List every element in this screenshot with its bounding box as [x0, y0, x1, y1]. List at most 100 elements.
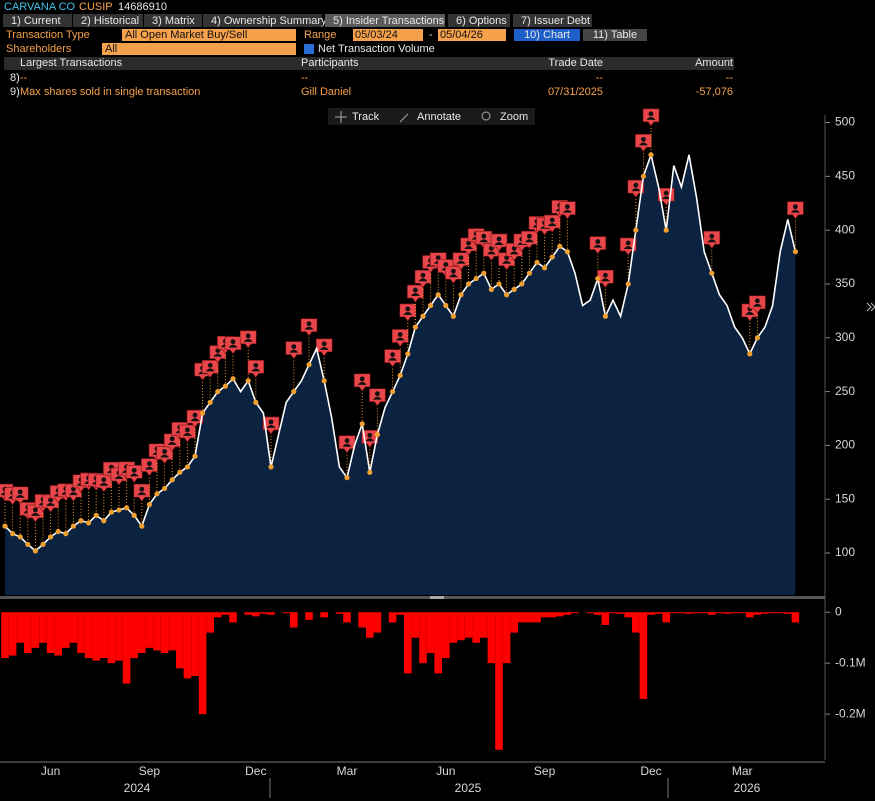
marker-glyph[interactable]: [251, 368, 261, 372]
tab-label[interactable]: 2) Historical: [81, 15, 139, 27]
insider-marker[interactable]: [407, 284, 424, 303]
insider-marker[interactable]: [635, 134, 652, 152]
marker-glyph[interactable]: [207, 362, 213, 368]
insider-marker[interactable]: [589, 236, 607, 255]
marker-glyph[interactable]: [435, 255, 441, 261]
marker-glyph[interactable]: [524, 239, 534, 243]
marker-glyph[interactable]: [600, 278, 610, 282]
insider-marker[interactable]: [179, 424, 196, 443]
marker-glyph[interactable]: [565, 204, 570, 210]
marker-glyph[interactable]: [661, 196, 671, 200]
checkbox[interactable]: [304, 44, 314, 54]
marker-glyph[interactable]: [344, 438, 350, 444]
marker-glyph[interactable]: [479, 239, 489, 243]
marker-glyph[interactable]: [205, 368, 215, 372]
marker-glyph[interactable]: [595, 239, 601, 244]
marker-glyph[interactable]: [114, 475, 124, 479]
tab-label[interactable]: 3) Matrix: [152, 15, 195, 27]
tab[interactable]: [203, 14, 322, 27]
marker-glyph[interactable]: [253, 362, 259, 368]
marker-glyph[interactable]: [304, 326, 314, 330]
marker-glyph[interactable]: [46, 502, 56, 506]
insider-marker[interactable]: [285, 341, 303, 360]
marker-glyph[interactable]: [502, 260, 512, 264]
marker-glyph[interactable]: [663, 190, 669, 196]
insider-marker[interactable]: [452, 252, 470, 271]
insider-marker[interactable]: [627, 179, 645, 198]
insider-marker[interactable]: [209, 345, 227, 364]
marker-glyph[interactable]: [182, 432, 192, 436]
marker-glyph[interactable]: [603, 272, 608, 278]
date-value[interactable]: 05/03/24: [355, 29, 398, 41]
insider-marker[interactable]: [414, 269, 432, 288]
marker-glyph[interactable]: [289, 349, 299, 353]
marker-glyph[interactable]: [245, 333, 251, 339]
marker-glyph[interactable]: [641, 136, 646, 142]
marker-glyph[interactable]: [230, 339, 236, 345]
insider-marker[interactable]: [300, 318, 318, 337]
marker-glyph[interactable]: [33, 507, 38, 513]
dropdown-value[interactable]: All: [105, 43, 117, 55]
collapse-icon[interactable]: [866, 302, 875, 312]
marker-glyph[interactable]: [390, 352, 395, 357]
marker-glyph[interactable]: [395, 337, 405, 341]
marker-glyph[interactable]: [17, 489, 23, 495]
marker-glyph[interactable]: [137, 492, 147, 496]
marker-glyph[interactable]: [494, 241, 504, 245]
tab[interactable]: [73, 14, 143, 27]
button-label[interactable]: 11) Table: [593, 29, 637, 41]
insider-marker[interactable]: [703, 230, 721, 249]
insider-marker[interactable]: [186, 409, 204, 428]
insider-marker[interactable]: [749, 295, 766, 314]
marker-glyph[interactable]: [451, 268, 456, 274]
button[interactable]: [514, 29, 580, 41]
marker-glyph[interactable]: [162, 449, 167, 454]
marker-glyph[interactable]: [68, 492, 78, 496]
marker-glyph[interactable]: [185, 427, 190, 433]
marker-glyph[interactable]: [547, 223, 557, 227]
dropdown-value[interactable]: All Open Market Buy/Sell: [125, 29, 247, 41]
date-field[interactable]: [353, 29, 423, 41]
marker-glyph[interactable]: [192, 412, 198, 418]
insider-marker[interactable]: [384, 349, 401, 368]
marker-glyph[interactable]: [593, 244, 603, 248]
marker-glyph[interactable]: [321, 341, 327, 347]
marker-glyph[interactable]: [790, 209, 800, 213]
insider-marker[interactable]: [247, 360, 265, 378]
marker-glyph[interactable]: [147, 461, 152, 466]
marker-glyph[interactable]: [15, 494, 25, 498]
insider-marker[interactable]: [315, 338, 333, 357]
marker-glyph[interactable]: [268, 419, 274, 425]
marker-glyph[interactable]: [367, 432, 373, 438]
toolbar-button[interactable]: Annotate: [417, 111, 461, 123]
insider-marker[interactable]: [353, 373, 371, 392]
insider-marker[interactable]: [133, 483, 151, 502]
marker-glyph[interactable]: [99, 482, 109, 486]
marker-glyph[interactable]: [496, 236, 502, 242]
marker-glyph[interactable]: [562, 209, 572, 213]
marker-glyph[interactable]: [755, 298, 760, 304]
marker-glyph[interactable]: [752, 303, 762, 307]
marker-glyph[interactable]: [707, 239, 717, 243]
marker-glyph[interactable]: [745, 311, 755, 315]
marker-glyph[interactable]: [101, 477, 107, 483]
date-value[interactable]: 05/04/26: [440, 29, 483, 41]
marker-glyph[interactable]: [625, 240, 631, 246]
marker-glyph[interactable]: [410, 293, 420, 297]
marker-glyph[interactable]: [793, 204, 798, 210]
button-label[interactable]: 10) Chart: [524, 29, 570, 41]
divider-handle[interactable]: [430, 596, 444, 599]
marker-glyph[interactable]: [486, 251, 496, 255]
marker-glyph[interactable]: [623, 245, 633, 249]
insider-marker[interactable]: [391, 329, 409, 347]
tab-label[interactable]: 4) Ownership Summary: [211, 15, 327, 27]
checkbox-label[interactable]: Net Transaction Volume: [318, 43, 435, 55]
marker-glyph[interactable]: [420, 272, 426, 278]
insider-marker[interactable]: [490, 233, 508, 252]
marker-glyph[interactable]: [631, 188, 641, 192]
tab[interactable]: [325, 14, 445, 27]
insider-marker[interactable]: [521, 230, 538, 249]
tab-label[interactable]: 7) Issuer Debt: [521, 15, 590, 27]
marker-glyph[interactable]: [458, 255, 464, 261]
marker-glyph[interactable]: [481, 233, 487, 239]
